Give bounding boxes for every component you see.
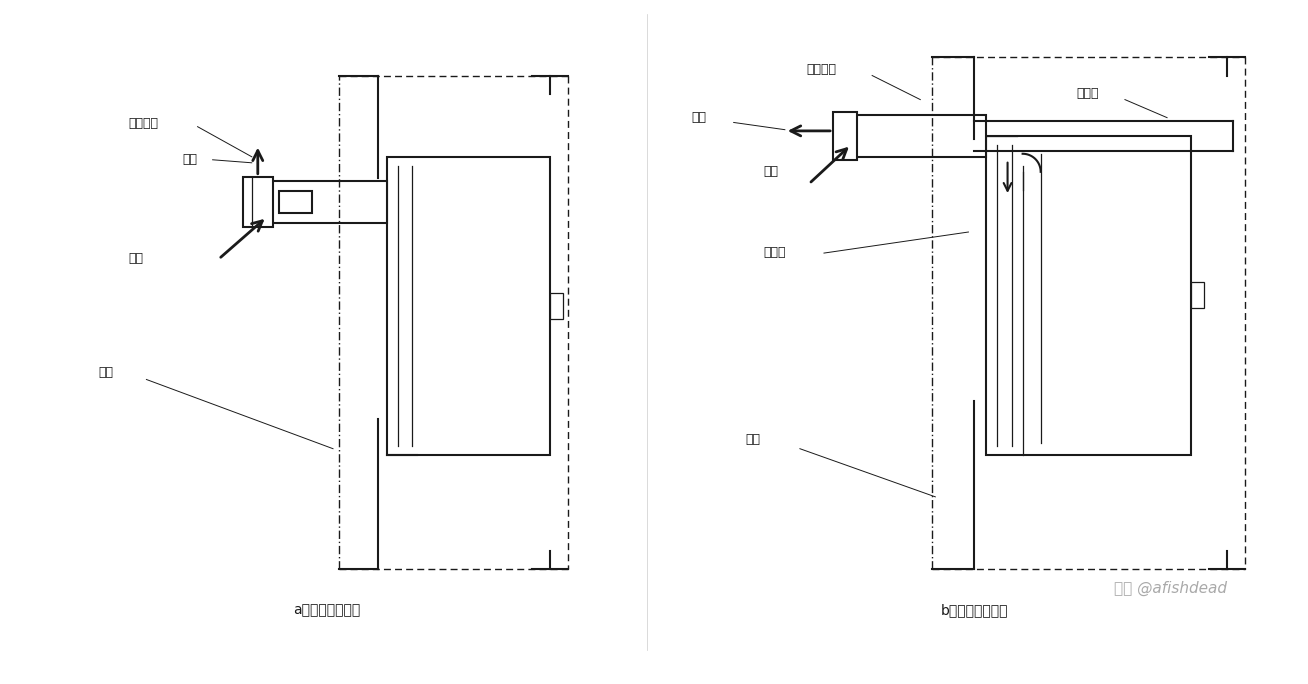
Text: 烟气: 烟气	[183, 153, 198, 166]
Bar	[549, 293, 562, 319]
Text: 给排气筒: 给排气筒	[806, 62, 836, 75]
Text: 排气管: 排气管	[1076, 87, 1099, 100]
Text: 给排气筒: 给排气筒	[128, 117, 158, 130]
Text: b）强制给排气式: b）强制给排气式	[940, 603, 1008, 617]
Text: 知乎 @afishdead: 知乎 @afishdead	[1114, 581, 1227, 596]
Text: 外墙: 外墙	[746, 433, 761, 446]
Bar	[1192, 282, 1205, 308]
Text: 外墙: 外墙	[98, 367, 114, 380]
Bar	[269, 181, 387, 223]
Text: a）自然给排气式: a）自然给排气式	[293, 603, 361, 617]
Bar	[833, 111, 857, 160]
Bar	[279, 191, 311, 213]
Text: 空气: 空气	[764, 165, 778, 178]
Bar	[854, 115, 986, 157]
Text: 空气: 空气	[128, 252, 144, 265]
Text: 给气管: 给气管	[764, 246, 786, 259]
Bar	[243, 176, 273, 227]
Bar	[986, 135, 1192, 455]
Bar	[387, 157, 549, 455]
Text: 烟气: 烟气	[692, 111, 706, 124]
